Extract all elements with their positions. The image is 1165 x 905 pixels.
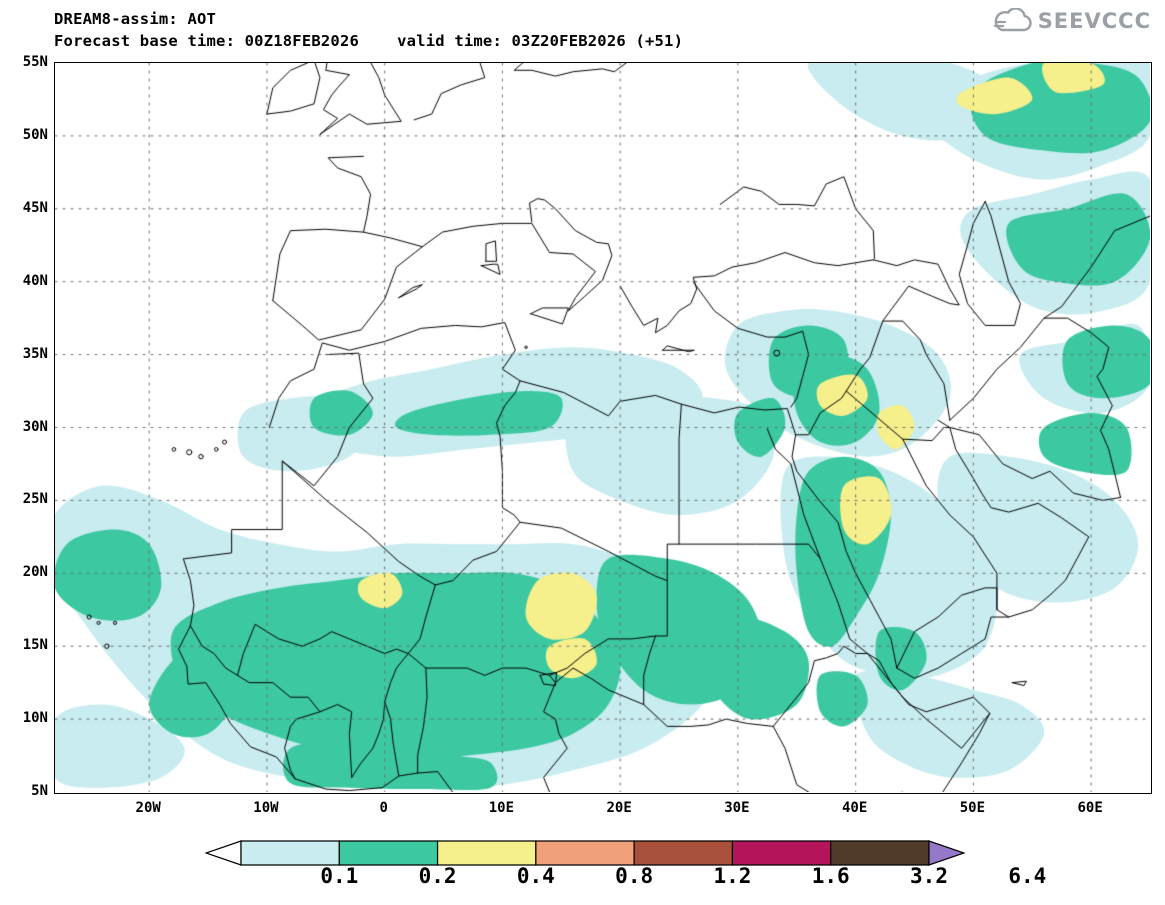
y-axis-tick-label: 15N	[22, 637, 48, 654]
y-axis-tick-label: 50N	[22, 126, 48, 143]
x-axis-tick-label: 50E	[959, 800, 986, 816]
y-axis-tick-label: 30N	[22, 418, 48, 435]
colorbar	[205, 840, 965, 866]
colorbar-tick-label: 3.2	[910, 864, 948, 888]
chart-subtitle: Forecast base time: 00Z18FEB2026 valid t…	[54, 32, 684, 51]
y-axis-tick-label: 5N	[31, 783, 48, 799]
x-axis-tick-label: 40E	[841, 800, 868, 816]
x-axis-tick-label: 10E	[488, 800, 515, 816]
y-axis-tick-label: 25N	[22, 491, 48, 508]
cloud-icon	[993, 8, 1032, 32]
x-axis-tick-label: 20W	[135, 800, 161, 816]
chart-header: DREAM8-assim: AOT Forecast base time: 00…	[54, 8, 683, 53]
aot-map-canvas	[55, 63, 1150, 792]
colorbar-tick-label: 1.2	[713, 864, 752, 888]
colorbar-tick-label: 6.4	[1008, 864, 1047, 888]
x-axis-tick-label: 60E	[1077, 800, 1103, 816]
logo-text: SEEVCCC	[1037, 9, 1151, 33]
y-axis-tick-label: 55N	[22, 54, 48, 70]
colorbar-swatches	[205, 840, 965, 866]
chart-title: DREAM8-assim: AOT	[54, 10, 217, 28]
y-axis-tick-label: 20N	[22, 564, 48, 581]
seevccc-logo: SEEVCCC	[992, 8, 1151, 34]
x-axis-tick-label: 10W	[253, 800, 279, 816]
colorbar-tick-label: 0.4	[516, 864, 555, 888]
x-axis-tick-label: 20E	[606, 800, 632, 816]
colorbar-tick-label: 1.6	[811, 864, 850, 888]
y-axis-tick-label: 10N	[22, 710, 48, 727]
x-axis-tick-label: 30E	[724, 800, 750, 816]
x-axis-tick-label: 0	[379, 800, 388, 816]
y-axis-tick-label: 45N	[22, 199, 48, 216]
map-plot-area	[54, 62, 1152, 794]
colorbar-tick-label: 0.2	[418, 864, 457, 888]
colorbar-tick-label: 0.1	[320, 864, 359, 888]
colorbar-tick-label: 0.8	[615, 864, 654, 888]
y-axis-tick-label: 40N	[22, 272, 48, 289]
y-axis-tick-label: 35N	[22, 345, 48, 362]
